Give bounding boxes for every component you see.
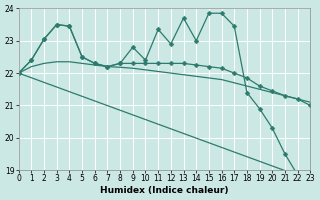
X-axis label: Humidex (Indice chaleur): Humidex (Indice chaleur) — [100, 186, 229, 195]
